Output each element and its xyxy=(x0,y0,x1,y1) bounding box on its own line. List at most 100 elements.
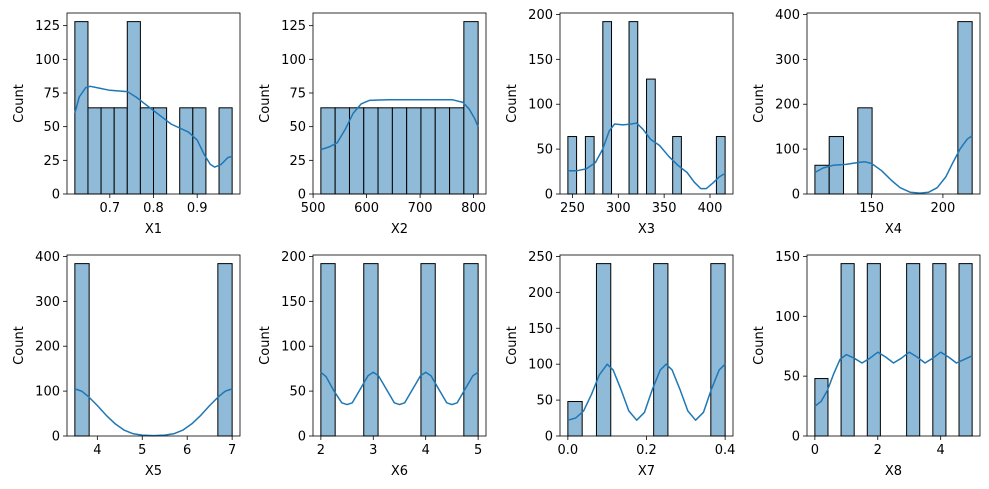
kde-line xyxy=(814,134,973,194)
histogram-bar xyxy=(406,107,422,195)
subplot-x8: 0 2 4 0 50 100 150 X8 Count xyxy=(752,250,981,479)
x-axis-label: X5 xyxy=(145,464,162,479)
y-tick-label: 0 xyxy=(545,430,553,445)
y-tick-label: 250 xyxy=(528,250,553,265)
x-tick-label: 4 xyxy=(93,443,101,458)
x-tick-label: 300 xyxy=(606,201,631,216)
histogram-bar xyxy=(595,263,612,437)
x-axis-label: X1 xyxy=(145,222,162,237)
axes-frame xyxy=(806,12,981,195)
histogram-bar xyxy=(153,107,168,195)
histogram-bar xyxy=(715,136,726,195)
histogram-bar xyxy=(218,107,233,195)
x-tick-label: 400 xyxy=(698,201,723,216)
histogram-bar xyxy=(420,263,436,437)
histogram-bar xyxy=(320,107,336,195)
y-tick-label: 100 xyxy=(281,53,306,68)
x-tick-label: 250 xyxy=(560,201,585,216)
x-axis-label: X2 xyxy=(391,222,408,237)
histogram-bar xyxy=(449,107,465,195)
y-tick-label: 100 xyxy=(35,53,60,68)
axes-frame xyxy=(806,254,981,437)
histogram-bar xyxy=(628,21,639,195)
y-tick-label: 0 xyxy=(298,430,306,445)
y-tick-label: 100 xyxy=(528,98,553,113)
y-tick-label: 0 xyxy=(52,188,60,203)
histogram-bar xyxy=(348,107,365,195)
y-tick-label: 50 xyxy=(43,120,60,135)
y-tick-label: 200 xyxy=(775,98,800,113)
y-tick-label: 50 xyxy=(289,385,306,400)
y-axis-label: Count xyxy=(12,326,27,365)
y-tick-label: 0 xyxy=(52,430,60,445)
x-axis-label: X6 xyxy=(391,464,408,479)
histogram-bar xyxy=(710,263,726,437)
y-tick-label: 100 xyxy=(35,385,60,400)
x-tick-label: 0.4 xyxy=(715,443,736,458)
y-tick-label: 100 xyxy=(281,340,306,355)
histogram-bar xyxy=(192,107,207,195)
histogram-bar xyxy=(139,107,154,195)
histogram-bar xyxy=(840,263,855,437)
y-tick-label: 100 xyxy=(775,310,800,325)
y-axis-label: Count xyxy=(12,84,27,123)
y-tick-label: 125 xyxy=(281,19,306,34)
x-axis-label: X3 xyxy=(638,222,655,237)
histogram-bar xyxy=(420,107,436,195)
x-tick-label: 2 xyxy=(874,443,882,458)
x-tick-label: 4 xyxy=(937,443,945,458)
y-tick-label: 75 xyxy=(43,86,60,101)
y-tick-label: 50 xyxy=(783,370,800,385)
histogram-bar xyxy=(363,107,379,195)
x-tick-label: 5 xyxy=(138,443,146,458)
y-tick-label: 0 xyxy=(792,430,800,445)
y-tick-label: 50 xyxy=(536,143,553,158)
histogram-bar xyxy=(377,107,393,195)
x-tick-label: 0.8 xyxy=(143,201,164,216)
y-axis-label: Count xyxy=(505,84,520,123)
axes-frame xyxy=(66,254,241,437)
y-axis-label: Count xyxy=(258,84,273,123)
y-axis-label: Count xyxy=(752,326,767,365)
kde-line xyxy=(320,98,479,151)
y-tick-label: 150 xyxy=(775,250,800,265)
histogram-bar xyxy=(814,164,830,195)
axes-frame xyxy=(312,254,487,437)
y-tick-label: 300 xyxy=(775,53,800,68)
histogram-bar xyxy=(434,107,451,195)
histogram-bar xyxy=(334,107,350,195)
x-tick-label: 7 xyxy=(228,443,236,458)
kde-line xyxy=(74,85,233,168)
y-tick-label: 100 xyxy=(528,358,553,373)
y-tick-label: 200 xyxy=(35,340,60,355)
y-axis-label: Count xyxy=(505,326,520,365)
kde-line xyxy=(814,351,973,407)
y-axis-label: Count xyxy=(258,326,273,365)
y-tick-label: 125 xyxy=(35,19,60,34)
histogram-bar xyxy=(391,107,408,195)
y-tick-label: 400 xyxy=(775,8,800,23)
histogram-bar xyxy=(87,107,102,195)
y-tick-label: 0 xyxy=(298,188,306,203)
y-tick-label: 25 xyxy=(43,154,60,169)
subplot-x2: 500 600 700 800 0 25 50 75 100 125 X2 Count xyxy=(258,12,487,237)
histogram-bar xyxy=(567,136,578,195)
histogram-bar xyxy=(363,263,379,437)
kde-line xyxy=(74,388,233,437)
x-tick-label: 0.0 xyxy=(558,443,579,458)
x-tick-label: 350 xyxy=(652,201,677,216)
y-tick-label: 0 xyxy=(545,188,553,203)
kde-line xyxy=(567,122,726,190)
histogram-bar xyxy=(74,263,90,437)
x-tick-label: 500 xyxy=(301,201,326,216)
histogram-bar xyxy=(126,21,141,195)
histogram-bar xyxy=(100,107,115,195)
histogram-bar xyxy=(179,107,194,195)
histogram-bar xyxy=(463,263,479,437)
axes-frame xyxy=(312,12,487,195)
y-tick-label: 200 xyxy=(281,250,306,265)
x-axis-label: X7 xyxy=(638,464,655,479)
x-axis-label: X4 xyxy=(885,222,902,237)
